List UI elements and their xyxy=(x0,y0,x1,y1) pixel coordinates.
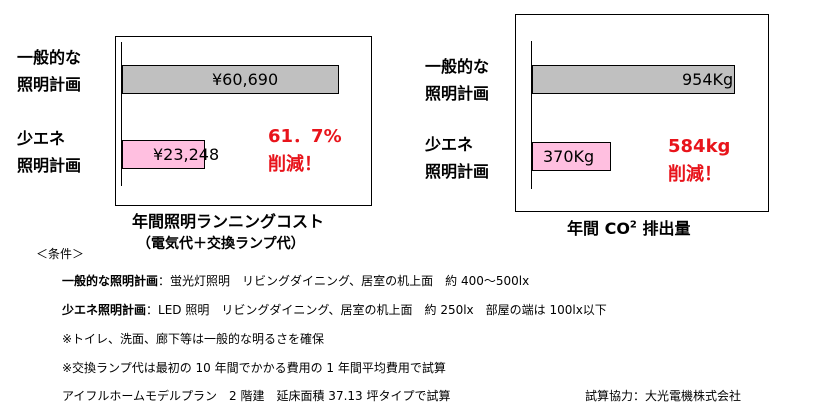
cost-savings-label: 削減！ xyxy=(268,154,322,175)
co2-chart-title: 年間 CO2 排出量 xyxy=(567,215,690,239)
co2-bar-eco-value: 370Kg xyxy=(543,147,595,166)
cost-category-1-line2: 照明計画 xyxy=(17,75,82,94)
conditions-heading: ＜条件＞ xyxy=(36,247,85,261)
co2-title-sup: 2 xyxy=(629,219,637,231)
cost-category-1-label: 一般的な 照明計画 xyxy=(17,44,81,98)
cost-savings-percent: 61．7% xyxy=(268,126,342,147)
cost-category-2-line2: 照明計画 xyxy=(17,156,82,175)
cost-chart-title: 年間照明ランニングコスト xyxy=(132,212,325,231)
cost-bar-general-value: ¥60,690 xyxy=(212,70,279,89)
conditions-line-1: 一般的な照明計画：蛍光灯照明 リビングダイニング、居室の机上面 約 400～50… xyxy=(62,273,529,289)
cost-bar-eco-value: ¥23,248 xyxy=(153,145,220,164)
conditions-line-2: 少エネ照明計画：LED 照明 リビングダイニング、居室の机上面 約 250lx … xyxy=(62,302,607,318)
cost-axis-line xyxy=(121,42,122,186)
co2-title-prefix: 年間 CO xyxy=(567,219,630,238)
cost-category-2-label: 少エネ 照明計画 xyxy=(17,125,81,179)
conditions-line-2-rest: ：LED 照明 リビングダイニング、居室の机上面 約 250lx 部屋の端は 1… xyxy=(146,303,607,317)
co2-plot-area: 954Kg 370Kg 584kg 削減！ xyxy=(515,14,769,212)
co2-bar-general xyxy=(532,65,735,94)
cost-chart-subtitle: （電気代＋交換ランプ代） xyxy=(137,236,305,252)
cost-bar-general xyxy=(122,65,339,94)
co2-bar-eco xyxy=(532,142,611,171)
co2-bar-general-value: 954Kg xyxy=(682,70,734,89)
conditions-credit: 試算協力：大光電機株式会社 xyxy=(585,389,742,403)
co2-savings-label: 削減！ xyxy=(668,164,722,185)
cost-plot-area: ¥60,690 ¥23,248 61．7% 削減！ xyxy=(115,36,372,206)
co2-savings-annotation: 584kg 削減！ xyxy=(668,133,730,189)
co2-savings-amount: 584kg xyxy=(668,136,731,157)
conditions-line-2-bold: 少エネ照明計画 xyxy=(62,303,147,317)
co2-category-1-line1: 一般的な xyxy=(425,57,490,76)
conditions-line-1-bold: 一般的な照明計画 xyxy=(62,274,159,288)
cost-savings-annotation: 61．7% 削減！ xyxy=(268,123,342,179)
conditions-line-5: アイフルホームモデルプラン 2 階建 延床面積 37.13 坪タイプで試算 xyxy=(62,389,451,403)
conditions-line-3: ※トイレ、洗面、廊下等は一般的な明るさを確保 xyxy=(62,332,325,346)
co2-category-2-line2: 照明計画 xyxy=(425,162,490,181)
co2-category-1-line2: 照明計画 xyxy=(425,84,490,103)
co2-category-1-label: 一般的な 照明計画 xyxy=(425,53,489,107)
cost-category-2-line1: 少エネ xyxy=(17,129,66,148)
co2-axis-line xyxy=(531,41,532,189)
co2-title-suffix: 排出量 xyxy=(636,219,691,238)
conditions-line-4: ※交換ランプ代は最初の 10 年間でかかる費用の 1 年間平均費用で試算 xyxy=(62,361,446,375)
co2-category-2-line1: 少エネ xyxy=(425,135,474,154)
co2-category-2-label: 少エネ 照明計画 xyxy=(425,131,489,185)
cost-bar-eco xyxy=(122,140,205,169)
conditions-line-1-rest: ：蛍光灯照明 リビングダイニング、居室の机上面 約 400～500lx xyxy=(158,274,530,288)
cost-category-1-line1: 一般的な xyxy=(17,48,82,67)
